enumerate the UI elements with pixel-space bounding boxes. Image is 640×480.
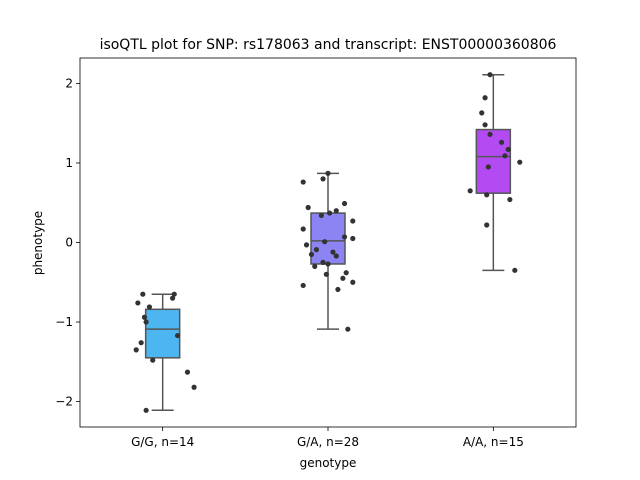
data-point bbox=[330, 249, 336, 255]
y-tick-label: 2 bbox=[65, 76, 73, 90]
x-tick-label: G/G, n=14 bbox=[131, 435, 194, 449]
y-tick-label: 1 bbox=[65, 156, 73, 170]
data-point bbox=[502, 153, 508, 159]
data-point bbox=[482, 122, 488, 128]
y-tick-label: −2 bbox=[55, 395, 73, 409]
data-point bbox=[323, 271, 329, 277]
data-point bbox=[325, 170, 331, 176]
iqr-box bbox=[475, 128, 512, 194]
data-point bbox=[313, 247, 320, 253]
data-point bbox=[333, 253, 339, 259]
data-point bbox=[133, 347, 139, 353]
data-point bbox=[191, 384, 197, 390]
data-point bbox=[499, 139, 505, 145]
data-point bbox=[141, 314, 148, 320]
data-point bbox=[322, 239, 328, 245]
data-point bbox=[135, 300, 141, 306]
box-2 bbox=[475, 73, 512, 272]
data-point bbox=[482, 95, 488, 101]
data-point bbox=[512, 267, 518, 273]
data-point bbox=[308, 251, 315, 258]
data-point bbox=[300, 226, 306, 232]
data-point bbox=[487, 72, 493, 78]
data-point bbox=[146, 304, 153, 310]
data-point bbox=[350, 235, 356, 242]
data-point bbox=[517, 159, 523, 165]
data-point bbox=[479, 110, 485, 116]
data-point bbox=[325, 261, 331, 267]
data-point bbox=[341, 200, 348, 207]
data-point bbox=[327, 210, 333, 216]
iqr-box bbox=[310, 212, 346, 265]
data-point bbox=[171, 291, 177, 297]
y-tick-label: 0 bbox=[65, 236, 73, 250]
data-point bbox=[300, 282, 306, 289]
data-point bbox=[341, 234, 348, 240]
y-axis: −2 −1 0 1 2 bbox=[55, 76, 80, 409]
box-0 bbox=[144, 293, 181, 412]
data-point bbox=[333, 208, 339, 214]
data-point bbox=[305, 204, 311, 211]
data-point bbox=[484, 222, 490, 228]
data-point bbox=[350, 279, 356, 285]
data-point bbox=[300, 179, 306, 185]
data-point bbox=[340, 275, 346, 281]
iqr-box bbox=[144, 308, 181, 359]
data-point bbox=[484, 192, 490, 198]
x-tick-label: A/A, n=15 bbox=[463, 435, 524, 449]
data-point bbox=[505, 146, 511, 153]
data-point bbox=[138, 340, 144, 346]
data-point bbox=[312, 263, 318, 269]
data-point bbox=[467, 188, 473, 194]
x-axis: G/G, n=14 G/A, n=28 A/A, n=15 bbox=[131, 427, 524, 449]
data-point bbox=[320, 176, 326, 182]
data-point bbox=[318, 212, 324, 219]
data-point bbox=[320, 259, 326, 265]
x-axis-label: genotype bbox=[300, 456, 357, 470]
data-point bbox=[335, 286, 341, 293]
y-tick-label: −1 bbox=[55, 315, 73, 329]
data-point bbox=[140, 291, 146, 297]
data-point bbox=[343, 270, 349, 276]
data-point bbox=[345, 326, 351, 332]
data-point bbox=[507, 196, 513, 203]
points-layer bbox=[133, 72, 523, 413]
data-point bbox=[350, 218, 356, 224]
data-point bbox=[169, 295, 176, 301]
x-tick-label: G/A, n=28 bbox=[297, 435, 359, 449]
data-point bbox=[150, 357, 156, 363]
data-point bbox=[143, 319, 149, 325]
data-point bbox=[485, 164, 491, 170]
data-point bbox=[487, 131, 493, 137]
boxes-layer bbox=[144, 73, 512, 412]
data-point bbox=[184, 369, 191, 375]
data-point bbox=[174, 332, 181, 339]
data-point bbox=[303, 242, 310, 248]
data-point bbox=[143, 407, 149, 413]
y-axis-label: phenotype bbox=[31, 211, 45, 275]
chart-title: isoQTL plot for SNP: rs178063 and transc… bbox=[100, 37, 557, 53]
